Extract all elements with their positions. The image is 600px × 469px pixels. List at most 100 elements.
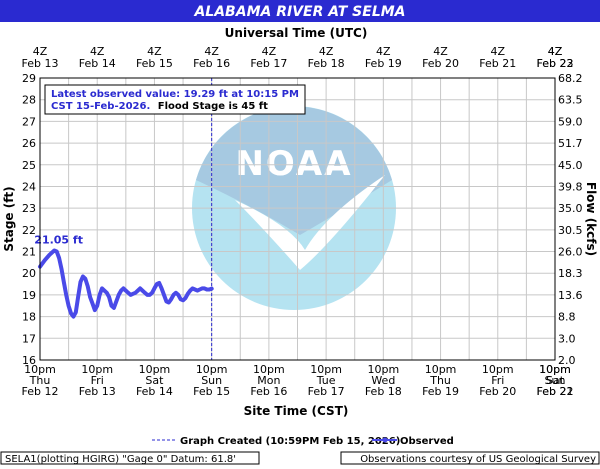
top-tick-label: 4Z (262, 45, 277, 58)
observed-point (171, 293, 176, 297)
observed-point (95, 304, 99, 308)
footer-right-box (340, 451, 600, 465)
y-tick-label: 17 (22, 332, 36, 345)
top-tick-label: 4Z (491, 45, 506, 58)
y-tick-label: 19 (22, 289, 36, 302)
x-tick-label: Feb 18 (365, 385, 402, 398)
observed-point (143, 291, 147, 295)
observed-point (55, 249, 59, 254)
x-tick-label: Feb 21 (537, 385, 574, 398)
flood-stage-text: Flood Stage is 45 ft (158, 101, 268, 112)
observed-point (150, 291, 154, 295)
observed-point (136, 289, 140, 293)
top-tick-label: Feb 23 (537, 57, 574, 70)
observed-point (114, 299, 118, 303)
observed-point (76, 295, 80, 299)
observed-point (176, 293, 180, 297)
x-tick-label: Feb 17 (308, 385, 345, 398)
peak-label: 21.05 ft (34, 233, 83, 246)
observed-point (93, 308, 97, 312)
noaa-logo-letters: NOAA (235, 144, 352, 184)
observed-point (133, 291, 137, 295)
observed-point (50, 251, 54, 255)
top-tick-label: 4Z (204, 45, 219, 58)
x-tick-label: Sun (545, 374, 566, 387)
top-tick-label: Feb 18 (308, 57, 345, 70)
y2-tick-label: 18.3 (558, 267, 583, 280)
observed-point (198, 287, 202, 292)
observed-point (191, 286, 195, 290)
x-tick-label: Fri (91, 374, 104, 387)
observed-point (105, 291, 109, 295)
observed-point (47, 253, 52, 257)
top-tick-label: 4Z (376, 45, 391, 58)
latest-observed-line2: CST 15-Feb-2026. Flood Stage is 45 ft (51, 101, 268, 112)
observed-point (98, 293, 102, 297)
x-tick-label: Sat (145, 374, 164, 387)
y2-tick-label: 39.8 (558, 180, 583, 193)
observed-point (59, 267, 64, 271)
observed-point (186, 292, 190, 296)
observed-point (145, 293, 149, 297)
y2-tick-label: 59.0 (558, 115, 583, 128)
x-tick-label: Tue (316, 374, 336, 387)
top-axis-label: Universal Time (UTC) (225, 26, 368, 40)
observed-point (207, 287, 211, 292)
observed-point (140, 289, 145, 293)
observed-point (124, 289, 128, 293)
x-tick-label: Feb 16 (250, 385, 287, 398)
observed-point (205, 287, 209, 292)
observed-point (131, 292, 135, 296)
x-tick-label: Feb 13 (79, 385, 116, 398)
top-tick-label: Feb 17 (250, 57, 287, 70)
series-layer: 21.05 ft (34, 78, 214, 360)
y2-tick-label: 2.0 (558, 354, 576, 367)
x-tick-label: Mon (257, 374, 280, 387)
y2-tick-label: 30.5 (558, 224, 583, 237)
observed-point (83, 277, 87, 281)
plot-frame (39, 77, 556, 361)
y2-axis-title: Flow (kcfs) (584, 182, 598, 256)
axes-text: 16 2.0 17 3.0 18 8.8 19 13.6 20 18.3 21 26.0 22 30.5 2… (22, 45, 583, 398)
observed-point (52, 248, 56, 253)
y2-tick-label: 68.2 (558, 72, 583, 85)
observed-point (57, 256, 61, 260)
x-tick-label: 10pm (139, 363, 171, 376)
observed-point (160, 286, 164, 290)
observed-point (148, 293, 152, 297)
observed-point (129, 293, 133, 297)
y2-tick-label: 8.8 (558, 311, 576, 324)
x-tick-label: Sun (201, 374, 222, 387)
legend-created-label: Graph Created (10:59PM Feb 15, 2026) (180, 436, 400, 447)
x-tick-label: 10pm (196, 363, 228, 376)
observed-point (86, 284, 90, 288)
x-tick-label: Wed (371, 374, 395, 387)
observed-point (152, 286, 156, 290)
observed-point (117, 293, 121, 297)
observed-point (164, 299, 168, 303)
top-tick-label: Feb 14 (79, 57, 116, 70)
observed-point (64, 293, 68, 297)
x-tick-label: 10pm (539, 363, 571, 376)
y-tick-label: 28 (22, 94, 36, 107)
x-tick-label: 10pm (539, 363, 571, 376)
observed-point (181, 298, 185, 302)
legend-observed-marker (382, 437, 388, 443)
x-tick-label: 10pm (425, 363, 457, 376)
x-tick-label: Feb 20 (479, 385, 516, 398)
y2-tick-label: 35.0 (558, 202, 583, 215)
observed-point (88, 295, 92, 299)
y-tick-label: 23 (22, 202, 36, 215)
observed-point (112, 306, 116, 310)
x-tick-label: 10pm (367, 363, 399, 376)
latest-observation-box: Latest observed value: 19.29 ft at 10:15… (44, 84, 306, 115)
x-tick-label: 10pm (482, 363, 514, 376)
observed-point (179, 297, 183, 301)
y-tick-label: 20 (22, 267, 36, 280)
latest-observed-line1: Latest observed value: 19.29 ft at 10:15… (51, 89, 299, 100)
observed-point (157, 281, 161, 285)
observed-point (69, 311, 73, 315)
top-tick-label: Feb 16 (193, 57, 230, 70)
observed-point (100, 286, 104, 290)
